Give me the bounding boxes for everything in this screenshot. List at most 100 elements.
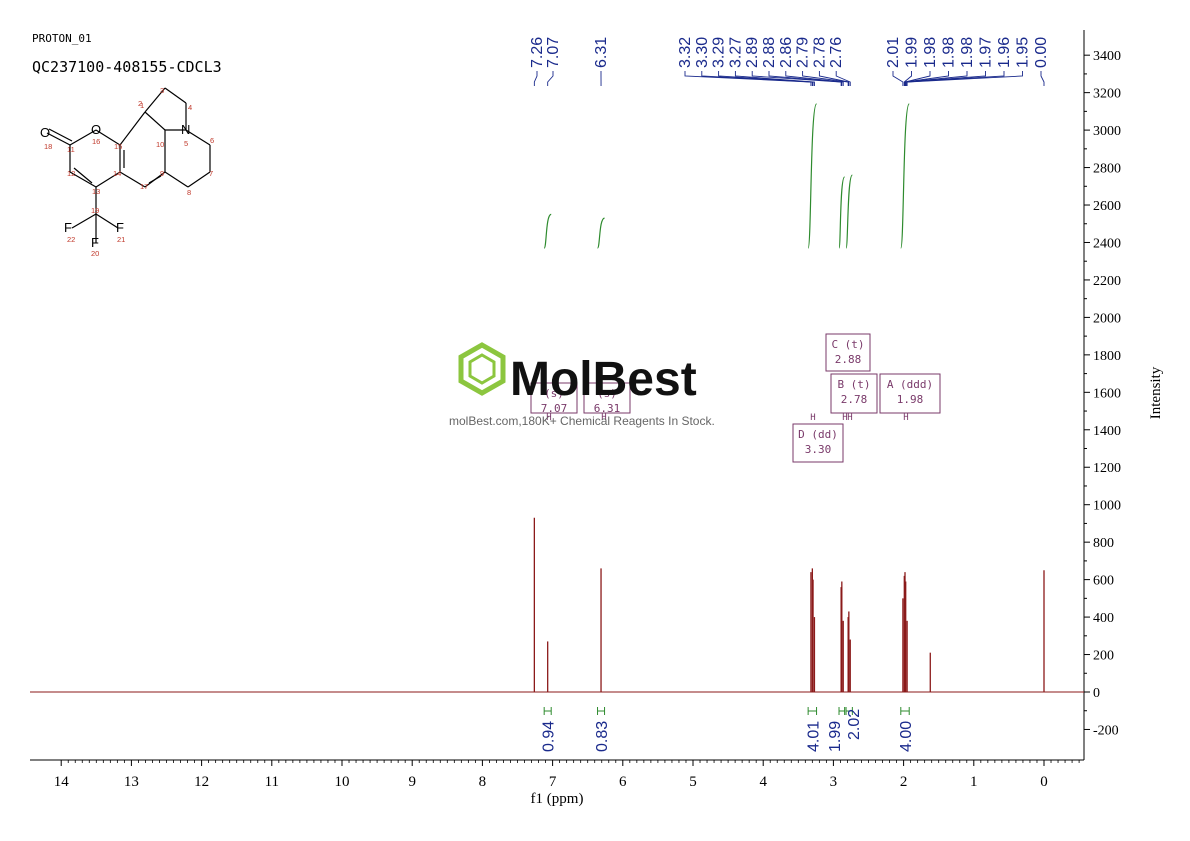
multiplet-marker-5: H	[601, 413, 606, 423]
peak-group3-label-8: 2.78	[811, 37, 828, 68]
multiplet-letter-1: B (t)	[837, 378, 870, 391]
y-tick-label-17: 3200	[1093, 87, 1121, 102]
molecule-atom-number-8: 9	[160, 169, 164, 178]
molecule-bond-double-1	[73, 167, 93, 184]
molecule-bond-7	[144, 111, 166, 131]
molecule-bond-6	[119, 111, 146, 146]
integral-curve-5	[900, 103, 910, 249]
x-tick-label-0: 14	[54, 774, 70, 790]
molecule-atom-number-21: 22	[67, 235, 75, 244]
y-tick-label-7: 1200	[1093, 461, 1121, 476]
x-tick-label-14: 0	[1040, 774, 1048, 790]
peak-group4-leader-8	[1040, 71, 1045, 86]
integral-value-0: 0.94	[541, 721, 558, 752]
integral-value-3: 1.99	[827, 721, 844, 752]
peak-group1-label-0: 7.26	[529, 37, 546, 68]
y-axis: -200 0 200 400 600 800 1000 1200 1400 1600 1800 200…	[1083, 30, 1121, 760]
multiplet-marker-0: H	[810, 413, 815, 423]
peak-group3-label-2: 3.29	[711, 37, 728, 68]
y-tick-label-6: 1000	[1093, 499, 1121, 514]
molecule-atom-number-20: 21	[117, 235, 125, 244]
x-tick-label-2: 12	[194, 774, 209, 790]
peak-group4-label-6: 1.96	[996, 37, 1013, 68]
peak-group4-label-1: 1.99	[904, 37, 921, 68]
peak-group3-label-9: 2.76	[828, 37, 845, 68]
molecule-bond-13	[164, 87, 187, 104]
molecule-atom-number-16: 17	[140, 182, 148, 191]
molbest-logo-icon	[458, 342, 506, 396]
molecule-atom-number-4: 5	[184, 139, 188, 148]
multiplet-marker-2: H	[847, 413, 852, 423]
x-axis: 14 13 12 11 10 9 8 7 6 5 4 3 2 1 0	[30, 759, 1084, 790]
molecule-atom-number-3: 4	[188, 103, 192, 112]
y-tick-label-12: 2200	[1093, 274, 1121, 289]
peak-group3-leader-3	[734, 71, 815, 86]
peak-group4-leader-4	[904, 71, 968, 86]
molecule-bond-20	[71, 213, 97, 229]
molecule-bond-co-a	[46, 132, 71, 146]
molecule-bond-10	[119, 171, 146, 188]
molecule-bond-3	[95, 171, 121, 188]
peak-group3-leader-0	[684, 71, 812, 86]
y-tick-label-11: 2000	[1093, 311, 1121, 326]
multiplet-letter-4: (s)	[544, 387, 564, 400]
multiplet-letter-3: D (dd)	[798, 428, 838, 441]
molecule-bond-co-b	[48, 128, 73, 142]
peak-group3-label-6: 2.86	[778, 37, 795, 68]
molecule-atom-number-19: 20	[91, 249, 99, 258]
peak-group3-label-4: 2.89	[744, 37, 761, 68]
x-tick-label-7: 7	[549, 774, 557, 790]
integral-curve-3	[838, 176, 846, 249]
y-tick-label-9: 1600	[1093, 386, 1121, 401]
y-tick-label-8: 1400	[1093, 424, 1121, 439]
peak-group1-leader-1	[547, 71, 554, 86]
y-tick-label-14: 2600	[1093, 199, 1121, 214]
molecule-atom-number-14: 15	[114, 142, 122, 151]
x-tick-label-11: 3	[830, 774, 838, 790]
peak-group4-label-8: 0.00	[1033, 37, 1050, 68]
multiplet-shift-2: 1.98	[897, 393, 924, 406]
molecule-structure	[46, 87, 211, 243]
x-tick-label-13: 1	[970, 774, 978, 790]
multiplet-marker-4: H	[546, 413, 551, 423]
peak-group4-label-0: 2.01	[885, 37, 902, 68]
molecule-atom-0: O	[40, 125, 50, 140]
multiplet-letter-2: A (ddd)	[887, 378, 933, 391]
y-tick-label-18: 3400	[1093, 49, 1121, 64]
integral-label-group: 0.94 0.83 4.01 1.99 2.02 4.00	[541, 707, 915, 752]
multiplet-box-3	[792, 423, 844, 463]
watermark: MolBest molBest.com,180K+ Chemical Reage…	[449, 342, 715, 428]
peak-group3-leader-1	[701, 71, 813, 86]
multiplet-letter-5: (s)	[597, 387, 617, 400]
peak-group3-leader-7	[802, 71, 849, 86]
multiplet-annotations: C (t) 2.88 B (t) 2.78 A (ddd) 1.98 D (dd) 3.30 (…	[530, 333, 941, 463]
x-tick-label-6: 8	[479, 774, 487, 790]
peak-group4-label-2: 1.98	[922, 37, 939, 68]
integral-value-1: 0.83	[594, 721, 611, 752]
y-axis-label: Intensity	[1148, 366, 1164, 419]
peak-group3-leader-9	[835, 71, 851, 86]
peak-group4-label-7: 1.95	[1015, 37, 1032, 68]
multiplet-box-1	[830, 373, 878, 414]
integral-curve-1	[596, 217, 605, 249]
molecule-bond-15	[185, 129, 211, 146]
molecule-atom-5: F	[116, 220, 124, 235]
peak-group4-label-4: 1.98	[959, 37, 976, 68]
multiplet-marker-1: H	[842, 413, 847, 423]
multiplet-box-0	[825, 333, 871, 372]
y-tick-label-0: -200	[1093, 723, 1119, 738]
molecule-atom-number-12: 13	[92, 187, 100, 196]
x-tick-label-3: 11	[265, 774, 279, 790]
multiplet-shift-0: 2.88	[835, 353, 862, 366]
molecule-atom-number-1: 2	[138, 99, 142, 108]
molecule-atom-number-18: 19	[91, 206, 99, 215]
molecule-bond-18	[164, 171, 189, 188]
molecule-atom-2: N	[181, 122, 190, 137]
molecule-atom-3: F	[64, 220, 72, 235]
molecule-bond-17	[187, 171, 211, 188]
peak-group4-label-5: 1.97	[978, 37, 995, 68]
peak-group3-label-1: 3.30	[694, 37, 711, 68]
molecule-atom-number-7: 8	[187, 188, 191, 197]
multiplet-shift-5: 6.31	[594, 402, 621, 415]
multiplet-shift-3: 3.30	[805, 443, 832, 456]
